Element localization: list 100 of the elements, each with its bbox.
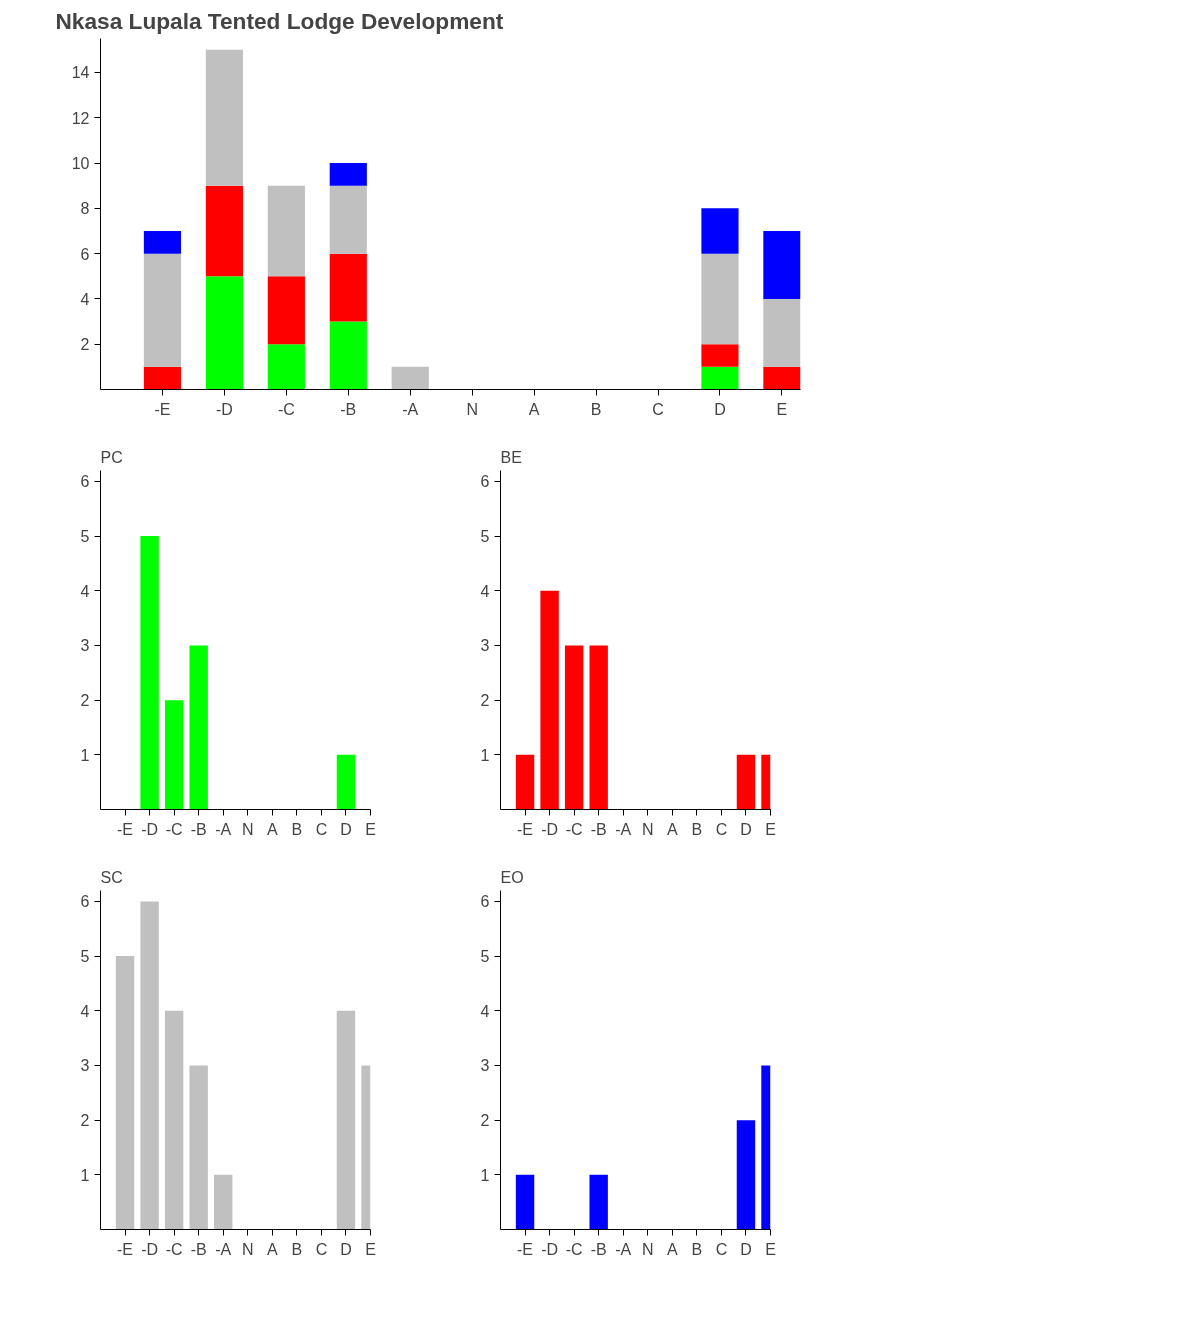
bar (329, 253, 367, 322)
x-tick-label: -E (117, 1240, 134, 1258)
bar (205, 49, 243, 186)
x-tick-label: -C (565, 1240, 583, 1258)
bar (701, 253, 739, 345)
x-tick-label: B (590, 400, 602, 418)
x-tick-label: A (266, 1240, 278, 1258)
bar (143, 253, 182, 367)
bar (214, 1174, 233, 1230)
y-tick-label: 2 (480, 692, 490, 710)
bar (267, 276, 305, 345)
bar (589, 645, 608, 810)
bar (189, 1065, 208, 1230)
y-tick-label: 3 (80, 1057, 90, 1075)
x-tick-label: N (242, 1240, 254, 1258)
y-tick-label: 6 (480, 473, 490, 491)
x-tick-label: E (365, 820, 376, 838)
x-tick-label: -E (117, 820, 134, 838)
y-tick-label: 3 (80, 637, 90, 655)
chart-title: EO (500, 868, 524, 886)
bar (515, 1174, 535, 1230)
bar (336, 754, 356, 810)
chart-title: PC (100, 448, 123, 466)
bar (701, 366, 739, 390)
bar (329, 321, 367, 390)
bar (515, 754, 535, 810)
y-tick-label: 14 (71, 64, 90, 82)
bar (701, 208, 739, 254)
x-tick-label: -D (141, 1240, 159, 1258)
y-tick-label: 1 (80, 1166, 90, 1184)
bar (164, 700, 184, 810)
y-tick-label: 5 (480, 528, 490, 546)
bar (391, 366, 429, 390)
bar (736, 754, 756, 810)
x-tick-label: -D (141, 820, 159, 838)
y-tick-label: 1 (80, 746, 90, 764)
x-tick-label: -A (615, 1240, 632, 1258)
y-tick-label: 5 (80, 948, 90, 966)
x-tick-label: -A (615, 820, 632, 838)
bar (143, 366, 182, 390)
x-tick-label: D (740, 1240, 752, 1258)
chart-title: Nkasa Lupala Tented Lodge Development (55, 7, 504, 34)
y-tick-label: 2 (80, 336, 90, 354)
bar (589, 1174, 608, 1230)
x-tick-label: N (242, 820, 254, 838)
x-tick-label: C (652, 400, 664, 418)
y-tick-label: 4 (80, 290, 90, 308)
y-tick-label: 4 (80, 582, 90, 600)
x-tick-label: B (691, 820, 703, 838)
x-tick-label: C (715, 820, 728, 838)
y-tick-label: 6 (480, 893, 490, 911)
x-tick-label: -C (565, 820, 583, 838)
x-tick-label: N (642, 820, 654, 838)
bar (763, 230, 801, 299)
bar (540, 590, 559, 810)
bar (329, 163, 367, 186)
x-tick-label: C (715, 1240, 728, 1258)
y-tick-label: 3 (480, 637, 490, 655)
x-tick-label: -B (190, 1240, 207, 1258)
bar (140, 536, 159, 810)
y-tick-label: 2 (80, 692, 90, 710)
bar (267, 185, 305, 277)
bar (736, 1120, 756, 1230)
y-tick-label: 1 (480, 746, 490, 764)
y-tick-label: 5 (480, 948, 490, 966)
x-tick-label: -E (154, 400, 171, 418)
x-tick-label: A (528, 400, 540, 418)
bar (205, 276, 243, 390)
x-tick-label: -C (165, 820, 183, 838)
x-tick-label: A (666, 1240, 678, 1258)
bar (164, 1010, 184, 1230)
x-tick-label: -B (590, 820, 607, 838)
x-tick-label: B (691, 1240, 703, 1258)
y-tick-label: 1 (480, 1166, 490, 1184)
y-tick-label: 6 (80, 473, 90, 491)
bar (763, 366, 801, 390)
bar (329, 185, 367, 254)
x-tick-label: -E (517, 820, 534, 838)
x-tick-label: -A (402, 400, 419, 418)
x-tick-label: -C (165, 1240, 183, 1258)
x-tick-label: -C (277, 400, 295, 418)
x-tick-label: -D (215, 400, 233, 418)
bar (763, 298, 801, 367)
x-tick-label: -D (541, 820, 559, 838)
x-tick-label: E (765, 820, 776, 838)
x-tick-label: C (315, 1240, 328, 1258)
x-tick-label: -D (541, 1240, 559, 1258)
x-tick-label: -B (590, 1240, 607, 1258)
y-tick-label: 10 (71, 155, 90, 173)
y-tick-label: 4 (80, 1002, 90, 1020)
x-tick-label: N (642, 1240, 654, 1258)
y-tick-label: 2 (80, 1112, 90, 1130)
bar (115, 956, 135, 1230)
chart-title: SC (100, 868, 123, 886)
bar (267, 344, 305, 390)
y-tick-label: 6 (80, 893, 90, 911)
bar (140, 901, 159, 1230)
x-tick-label: -A (215, 1240, 232, 1258)
bar (143, 230, 182, 254)
x-tick-label: A (266, 820, 278, 838)
